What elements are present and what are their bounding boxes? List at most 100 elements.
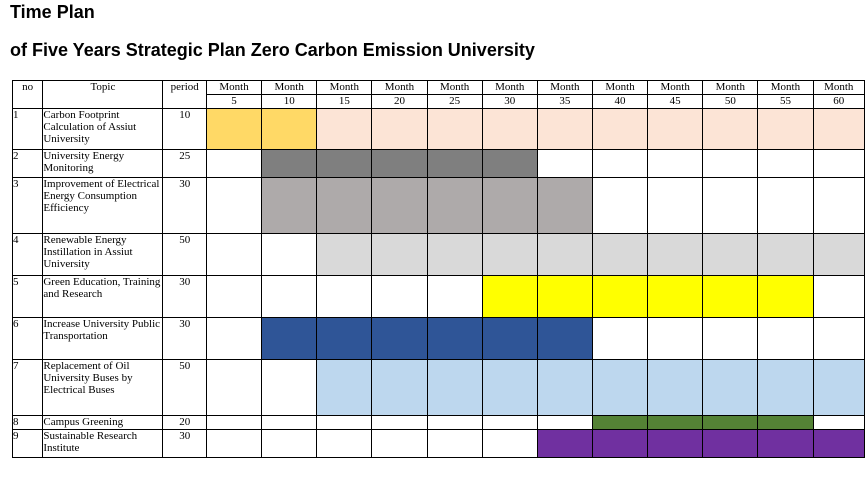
timeline-empty-cell: [205, 177, 263, 234]
row-period: 25: [162, 149, 207, 178]
timeline-bar-cell: [371, 233, 428, 276]
timeline-bar-cell: [536, 275, 593, 318]
timeline-empty-cell: [371, 415, 428, 430]
timeline-empty-cell: [481, 429, 538, 458]
timeline-bar-cell: [812, 429, 865, 458]
timeline-empty-cell: [702, 177, 759, 234]
timeline-empty-cell: [481, 415, 538, 430]
header-topic: Topic: [42, 80, 164, 109]
header-month: Month 15: [316, 80, 373, 109]
header-month: Month 25: [426, 80, 483, 109]
timeline-bar-cell: [481, 317, 538, 360]
row-topic: Carbon Footprint Calculation of Assiut U…: [42, 108, 164, 150]
timeline-empty-cell: [316, 415, 373, 430]
timeline-bar-cell: [316, 108, 373, 150]
timeline-bar-cell: [481, 359, 538, 416]
header-month-number: 60: [833, 95, 845, 107]
header-month-number: 35: [559, 95, 571, 107]
timeline-empty-cell: [812, 177, 865, 234]
timeline-bar-cell: [316, 317, 373, 360]
timeline-bar-cell: [536, 108, 593, 150]
timeline-empty-cell: [205, 275, 263, 318]
row-number: 2: [11, 149, 44, 178]
timeline-bar-cell: [261, 149, 318, 178]
header-month: Month 10: [261, 80, 318, 109]
timeline-bar-cell: [702, 415, 759, 430]
timeline-empty-cell: [205, 233, 263, 276]
header-month: Month 60: [812, 80, 865, 109]
header-month-word: Month: [814, 82, 864, 95]
row-period: 30: [162, 177, 207, 234]
header-month-number: 10: [283, 95, 295, 107]
row-topic: Replacement of Oil University Buses by E…: [42, 359, 164, 416]
timeline-empty-cell: [261, 275, 318, 318]
timeline-bar-cell: [702, 108, 759, 150]
timeline-bar-cell: [481, 233, 538, 276]
timeline-bar-cell: [481, 275, 538, 318]
row-topic: Sustainable Research Institute: [42, 429, 164, 458]
timeline-bar-cell: [371, 359, 428, 416]
timeline-bar-cell: [205, 108, 263, 150]
timeline-empty-cell: [205, 359, 263, 416]
timeline-empty-cell: [591, 317, 649, 360]
header-month: Month 5: [205, 80, 263, 109]
timeline-bar-cell: [591, 429, 649, 458]
timeline-bar-cell: [591, 233, 649, 276]
row-number: 9: [11, 429, 44, 458]
row-number: 1: [11, 108, 44, 150]
timeline-bar-cell: [261, 108, 318, 150]
timeline-bar-cell: [481, 149, 538, 178]
header-month-word: Month: [207, 82, 261, 95]
header-month-word: Month: [483, 82, 537, 95]
timeline-empty-cell: [261, 415, 318, 430]
timeline-bar-cell: [591, 359, 649, 416]
timeline-empty-cell: [757, 177, 814, 234]
timeline-empty-cell: [757, 149, 814, 178]
header-month-number: 5: [231, 95, 237, 107]
timeline-bar-cell: [536, 177, 593, 234]
header-month-word: Month: [262, 82, 316, 95]
row-number: 5: [11, 275, 44, 318]
timeline-bar-cell: [757, 275, 814, 318]
timeline-empty-cell: [702, 317, 759, 360]
timeline-bar-cell: [371, 108, 428, 150]
header-month-number: 15: [338, 95, 350, 107]
header-row: no Topic period Month 5 Month 10 Month 15 Mont…: [11, 80, 865, 109]
timeline-bar-cell: [702, 275, 759, 318]
row-number: 3: [11, 177, 44, 234]
timeline-bar-cell: [757, 429, 814, 458]
row-period: 20: [162, 415, 207, 430]
header-month-word: Month: [648, 82, 702, 95]
row-topic: Green Education, Training and Research: [42, 275, 164, 318]
timeline-empty-cell: [426, 415, 483, 430]
header-month-number: 20: [393, 95, 405, 107]
timeline-empty-cell: [371, 429, 428, 458]
timeline-bar-cell: [371, 149, 428, 178]
timeline-empty-cell: [812, 275, 865, 318]
header-month: Month 40: [591, 80, 649, 109]
timeline-empty-cell: [316, 429, 373, 458]
header-month-word: Month: [593, 82, 647, 95]
header-month-number: 40: [614, 95, 626, 107]
header-month-number: 45: [669, 95, 681, 107]
page-subtitle: of Five Years Strategic Plan Zero Carbon…: [10, 40, 535, 60]
row-period: 50: [162, 359, 207, 416]
timeline-bar-cell: [481, 177, 538, 234]
header-month: Month 50: [702, 80, 759, 109]
timeline-bar-cell: [426, 233, 483, 276]
row-topic: Campus Greening: [42, 415, 164, 430]
timeline-bar-cell: [536, 429, 593, 458]
timeline-bar-cell: [426, 108, 483, 150]
header-month-word: Month: [758, 82, 813, 95]
header-month: Month 45: [647, 80, 704, 109]
timeline-bar-cell: [812, 233, 865, 276]
table-row: 7 Replacement of Oil University Buses by …: [11, 359, 865, 416]
timeline-empty-cell: [205, 149, 263, 178]
timeline-empty-cell: [426, 275, 483, 318]
header-month: Month 35: [536, 80, 593, 109]
timeline-bar-cell: [371, 317, 428, 360]
page-title: Time Plan: [10, 2, 95, 22]
timeline-bar-cell: [591, 275, 649, 318]
timeline-empty-cell: [812, 149, 865, 178]
header-month-word: Month: [538, 82, 592, 95]
